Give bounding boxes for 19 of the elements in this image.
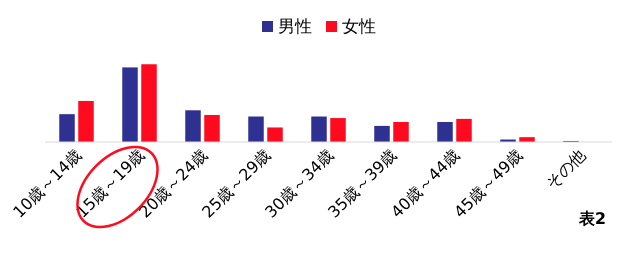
bar (266, 126, 284, 142)
bar (58, 114, 76, 142)
bar (374, 125, 390, 142)
bar (436, 121, 454, 142)
bar (204, 114, 220, 142)
bar (330, 118, 346, 142)
bar (248, 116, 264, 142)
legend-label: 男性 (278, 17, 312, 37)
text: 表2 (578, 209, 606, 228)
bar (122, 66, 138, 142)
bar (184, 110, 202, 142)
bar (78, 100, 94, 142)
bar (392, 121, 410, 142)
legend-label: 女性 (342, 17, 376, 37)
bar (456, 118, 472, 142)
bar (310, 116, 328, 142)
bar (518, 136, 536, 142)
bar (140, 64, 158, 142)
x-tick-label: その他 (542, 145, 590, 193)
